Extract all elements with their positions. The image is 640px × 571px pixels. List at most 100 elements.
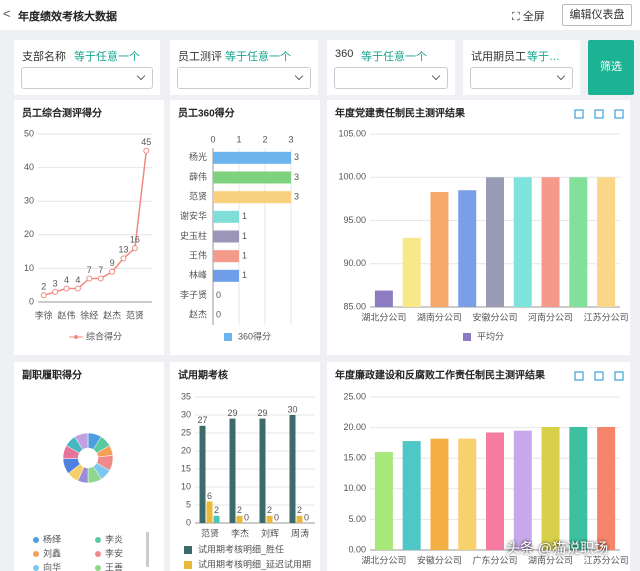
y-tick-label: 25.00 xyxy=(343,391,366,401)
select[interactable] xyxy=(334,67,448,89)
bar xyxy=(213,210,239,223)
legend-label: 李炎 xyxy=(105,533,123,544)
point xyxy=(52,288,59,295)
data-label: 13 xyxy=(118,245,128,255)
line xyxy=(43,150,148,296)
y-tick-label: 5.00 xyxy=(348,514,366,524)
data-label: 0 xyxy=(304,512,309,522)
x-tick-label: 湖北分公司 xyxy=(361,555,406,565)
data-label: 16 xyxy=(130,235,140,245)
data-label: 3 xyxy=(53,278,58,288)
select[interactable] xyxy=(470,67,573,89)
data-label: 2 xyxy=(297,505,302,515)
legend-marker xyxy=(463,333,471,341)
y-tick-label: 杨光 xyxy=(189,151,207,162)
x-tick-label: 安徽分公司 xyxy=(417,554,462,565)
filter-label: 360 xyxy=(335,48,354,60)
filter-button[interactable]: 筛选 xyxy=(588,40,634,95)
bar xyxy=(430,191,449,307)
legend-marker xyxy=(184,546,192,554)
data-label: 4 xyxy=(64,275,69,285)
filter: 支部名称 等于任意一个 xyxy=(14,40,160,95)
filter: 员工测评 等于任意一个 xyxy=(170,40,318,95)
bar xyxy=(296,515,303,523)
select[interactable] xyxy=(21,67,153,89)
y-tick-label: 0.00 xyxy=(348,544,366,554)
y-tick-label: 35 xyxy=(181,391,191,401)
x-tick-label: 范贤 xyxy=(126,309,144,320)
chart-title: 副职履职得分 xyxy=(22,369,82,382)
bar xyxy=(513,177,532,307)
data-label: 3 xyxy=(294,192,299,202)
point xyxy=(97,275,104,282)
back[interactable]: < xyxy=(3,6,11,21)
y-tick-label: 谢安华 xyxy=(180,210,207,221)
x-tick-label: 湖北分公司 xyxy=(361,312,406,322)
data-label: 1 xyxy=(242,211,247,221)
legend-marker xyxy=(224,333,232,341)
bar xyxy=(199,425,206,523)
toolbar-icon xyxy=(614,371,624,381)
chart: 员工360得分 0 1 2 3 杨光 3 薛伟 3 范贤 3 谢安华 1 史玉柱 1 王伟 1 林峰 1 李子贤 0 赵杰… xyxy=(178,107,299,342)
chart-title: 员工360得分 xyxy=(178,107,235,120)
y-tick-label: 85.00 xyxy=(343,301,366,311)
select[interactable] xyxy=(177,67,311,89)
y-tick-label: 王伟 xyxy=(189,250,207,261)
data-label: 30 xyxy=(287,404,297,414)
y-tick-label: 0 xyxy=(29,296,34,306)
y-tick-label: 105.00 xyxy=(338,128,366,138)
legend-label: 向华 xyxy=(43,561,61,571)
bar xyxy=(569,177,588,307)
legend-label: 试用期考核明细_胜任 xyxy=(198,543,284,554)
y-tick-label: 0 xyxy=(186,517,191,527)
legend-label: 综合得分 xyxy=(86,330,122,341)
data-label: 0 xyxy=(216,310,221,320)
data-label: 1 xyxy=(242,251,247,261)
data-label: 29 xyxy=(257,408,267,418)
bar xyxy=(236,515,243,523)
filter: 试用期员工等于任意一个 xyxy=(463,40,580,95)
filter-op[interactable]: 等于任意一个 xyxy=(361,51,427,63)
legend-marker xyxy=(95,537,101,543)
x-tick-label: 赵杰 xyxy=(103,309,121,320)
data-label: 0 xyxy=(216,290,221,300)
x-tick-label: 广东分公司 xyxy=(472,554,517,565)
data-label: 1 xyxy=(242,231,247,241)
toolbar-icon xyxy=(594,109,604,119)
bar xyxy=(402,441,421,550)
chart: 年度党建责任制民主测评结果 85.00 90.00 95.00 100.00 105.00… xyxy=(335,107,629,342)
data-label: 27 xyxy=(197,415,207,425)
legend-label: 平均分 xyxy=(477,330,504,341)
fullscreen[interactable]: ⛶ 全屏 xyxy=(512,11,545,23)
edit-button[interactable]: 编辑仪表盘 xyxy=(562,4,632,26)
fullscreen-label: 全屏 xyxy=(522,11,545,23)
point xyxy=(120,255,127,262)
bar xyxy=(486,432,504,550)
filter-op[interactable]: 等于任意一个 xyxy=(74,51,140,63)
chart-card: 副职履职得分 杨绎 李炎 刘鑫 李安 向华 王善 xyxy=(14,362,164,571)
watermark: 头条 @猫说职场 xyxy=(506,540,609,556)
y-tick-label: 林峰 xyxy=(189,269,207,280)
point xyxy=(143,147,150,154)
data-label: 0 xyxy=(244,512,249,522)
bar xyxy=(206,501,213,523)
x-tick-label: 1 xyxy=(236,134,241,144)
legend-label: 360得分 xyxy=(238,330,271,341)
filter-op[interactable]: 等于任意一个 xyxy=(527,51,565,63)
bar xyxy=(213,250,239,263)
y-tick-label: 25 xyxy=(181,427,191,437)
bar xyxy=(374,452,393,550)
data-label: 2 xyxy=(267,505,272,515)
data-label: 2 xyxy=(41,282,46,292)
y-tick-label: 90.00 xyxy=(343,258,366,268)
point xyxy=(74,285,81,292)
bar xyxy=(213,171,291,184)
x-tick-label: 江苏分公司 xyxy=(584,311,629,322)
filter-op[interactable]: 等于任意一个 xyxy=(225,51,291,63)
data-label: 9 xyxy=(110,258,115,268)
y-tick-label: 10 xyxy=(181,481,191,491)
bar xyxy=(541,426,560,550)
legend-label: 杨绎 xyxy=(43,533,61,544)
